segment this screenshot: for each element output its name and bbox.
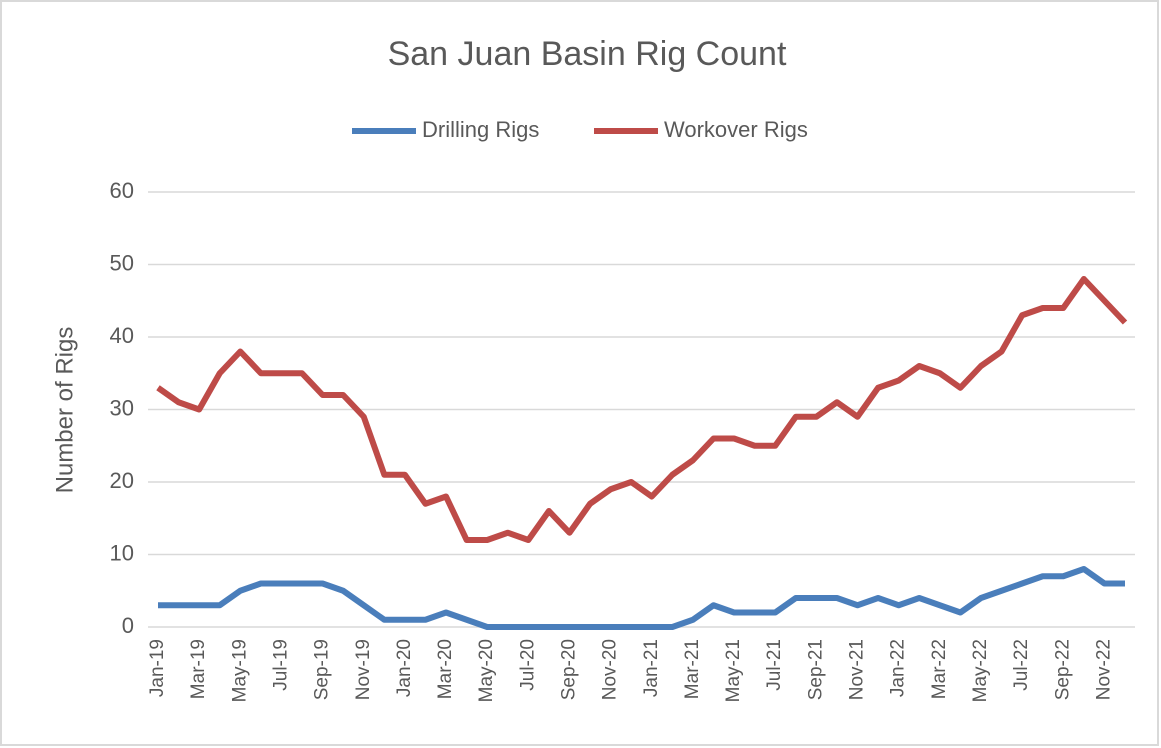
legend-label: Workover Rigs <box>664 117 808 142</box>
x-tick-label: Mar-21 <box>682 639 703 699</box>
x-tick-label: Sep-21 <box>805 639 826 700</box>
x-tick-label: Jul-22 <box>1011 639 1032 691</box>
x-tick-label: May-21 <box>723 639 744 702</box>
legend-label: Drilling Rigs <box>422 117 539 142</box>
x-tick-label: Mar-20 <box>435 639 456 699</box>
x-tick-label: Jul-20 <box>517 639 538 691</box>
x-tick-label: Jan-20 <box>394 639 415 697</box>
x-tick-label: Nov-19 <box>353 639 374 700</box>
y-tick-label: 20 <box>110 468 134 493</box>
y-tick-label: 0 <box>122 613 134 638</box>
x-tick-label: Mar-19 <box>188 639 209 699</box>
x-tick-label: Jan-19 <box>147 639 168 697</box>
series-line <box>156 276 1128 543</box>
x-tick-label: May-22 <box>970 639 991 702</box>
x-tick-label: Jan-21 <box>641 639 662 697</box>
series-line <box>158 566 1125 630</box>
x-tick-label: Nov-22 <box>1093 639 1114 700</box>
x-tick-label: Jul-19 <box>270 639 291 691</box>
x-tick-label: Jan-22 <box>888 639 909 697</box>
x-tick-label: May-19 <box>229 639 250 702</box>
chart-title: San Juan Basin Rig Count <box>388 35 787 73</box>
x-tick-label: Sep-20 <box>559 639 580 700</box>
y-tick-label: 60 <box>110 178 134 203</box>
y-tick-label: 50 <box>110 250 134 275</box>
y-tick-label: 10 <box>110 540 134 565</box>
y-tick-label: 40 <box>110 323 134 348</box>
y-axis-label: Number of Rigs <box>51 327 78 494</box>
x-tick-label: Nov-21 <box>847 639 868 700</box>
x-tick-label: Mar-22 <box>929 639 950 699</box>
x-tick-label: Nov-20 <box>600 639 621 700</box>
y-tick-label: 30 <box>110 395 134 420</box>
x-tick-label: Sep-22 <box>1052 639 1073 700</box>
x-tick-label: May-20 <box>476 639 497 702</box>
x-tick-label: Jul-21 <box>764 639 785 691</box>
x-tick-label: Sep-19 <box>312 639 333 700</box>
